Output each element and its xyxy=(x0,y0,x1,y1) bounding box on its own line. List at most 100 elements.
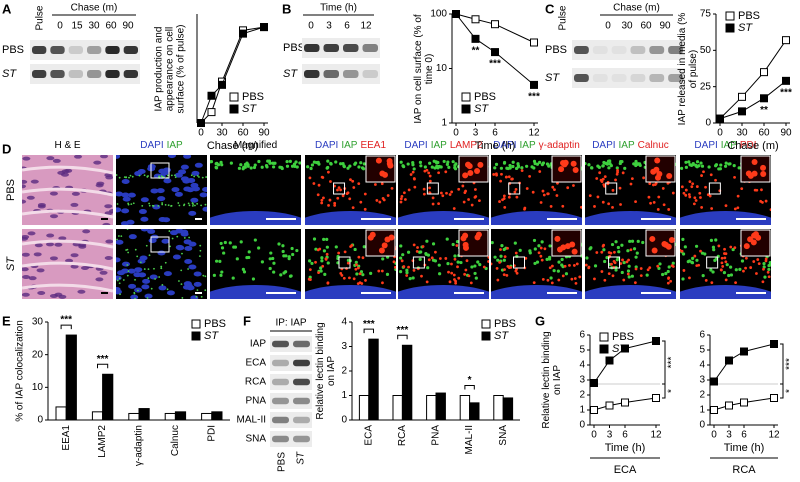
marker-dot xyxy=(501,198,504,202)
iap-dot xyxy=(137,289,139,292)
blot-band xyxy=(630,74,646,82)
bar xyxy=(493,395,504,421)
iap-dot xyxy=(615,258,619,262)
inset xyxy=(645,229,676,257)
bar xyxy=(502,397,514,421)
nucleus xyxy=(116,239,124,245)
nucleus xyxy=(27,231,36,236)
iap-dot xyxy=(116,203,119,205)
marker-dot xyxy=(755,272,758,275)
nucleus xyxy=(74,155,83,159)
iap-dot xyxy=(200,295,203,298)
iap-dot xyxy=(241,267,245,271)
marker-dot xyxy=(688,180,692,184)
marker-dot xyxy=(448,193,452,196)
marker-dot xyxy=(585,263,588,267)
blot-lane-label: 60 xyxy=(640,21,652,32)
marker-dot xyxy=(662,203,666,207)
marker-dot xyxy=(579,205,582,209)
marker-dot xyxy=(470,203,474,207)
y-tick-label: 50 xyxy=(700,45,712,56)
nucleus xyxy=(175,244,184,250)
iap-dot xyxy=(690,261,695,265)
y-tick-label: 0 xyxy=(705,118,711,129)
marker-dot xyxy=(601,177,605,181)
iap-dot xyxy=(178,204,181,207)
nucleus xyxy=(105,239,113,244)
legend-swatch xyxy=(599,344,609,354)
iap-dot xyxy=(161,284,164,286)
marker-dot xyxy=(607,272,611,276)
nucleus xyxy=(180,231,189,237)
iap-dot xyxy=(319,266,323,270)
iap-dot xyxy=(470,265,474,269)
iap-dot xyxy=(281,249,285,254)
marker-dot xyxy=(392,260,396,264)
marker-dot xyxy=(761,280,765,284)
iap-dot xyxy=(709,238,714,242)
inset-dot xyxy=(653,166,660,173)
blot-row-label: ST xyxy=(2,68,17,80)
marker-dot xyxy=(498,261,502,264)
iap-dot xyxy=(494,162,499,166)
nucleus xyxy=(104,173,113,178)
iap-dot xyxy=(418,160,423,165)
micrograph xyxy=(305,229,396,299)
nucleus xyxy=(116,257,121,263)
iap-dot xyxy=(610,242,615,247)
iap-dot xyxy=(684,165,688,169)
data-point xyxy=(471,34,480,43)
marker-dot xyxy=(691,182,695,186)
iap-dot xyxy=(245,255,249,260)
marker-dot xyxy=(572,264,576,267)
marker-dot xyxy=(487,260,489,263)
iap-dot xyxy=(188,204,191,207)
iap-dot xyxy=(192,203,195,206)
iap-dot xyxy=(152,205,155,207)
iap-dot xyxy=(174,176,177,179)
nucleus xyxy=(491,211,582,225)
legend-swatch xyxy=(229,104,239,114)
iap-dot xyxy=(608,159,612,163)
marker-dot xyxy=(428,174,432,178)
marker-dot xyxy=(317,183,321,187)
marker-dot xyxy=(403,198,407,201)
marker-dot xyxy=(356,266,360,270)
blot-pulse-label: Pulse xyxy=(558,5,569,30)
marker-dot xyxy=(656,264,660,268)
marker-dot xyxy=(374,183,377,186)
iap-dot xyxy=(170,174,173,177)
iap-dot xyxy=(273,161,277,165)
significance-bracket xyxy=(780,343,784,385)
marker-dot xyxy=(690,185,694,189)
iap-dot xyxy=(399,270,403,274)
marker-dot xyxy=(321,264,325,268)
iap-dot xyxy=(237,166,242,170)
y-tick-label: 4 xyxy=(341,317,347,328)
iap-dot xyxy=(438,272,442,276)
data-point xyxy=(740,347,748,356)
blot-band xyxy=(649,46,665,54)
marker-dot xyxy=(542,193,546,197)
marker-dot xyxy=(380,269,384,273)
nucleus xyxy=(34,243,43,248)
nucleus xyxy=(54,242,63,247)
iap-dot xyxy=(166,174,169,177)
marker-dot xyxy=(498,200,501,203)
x-tick-label: 0 xyxy=(717,128,723,139)
significance-label: *** xyxy=(97,354,109,365)
marker-dot xyxy=(698,191,702,195)
y-tick-label: 0 xyxy=(699,420,705,431)
marker-dot xyxy=(555,194,559,197)
iap-dot xyxy=(451,160,455,164)
nucleus xyxy=(585,211,676,225)
marker-dot xyxy=(514,251,518,255)
marker-dot xyxy=(428,186,432,190)
significance-label: *** xyxy=(60,315,72,326)
significance-label: ** xyxy=(472,45,480,56)
iap-dot xyxy=(309,166,313,171)
marker-dot xyxy=(514,187,518,191)
iap-dot xyxy=(399,244,403,248)
legend-label: ST xyxy=(612,343,627,355)
nucleus xyxy=(680,285,771,299)
